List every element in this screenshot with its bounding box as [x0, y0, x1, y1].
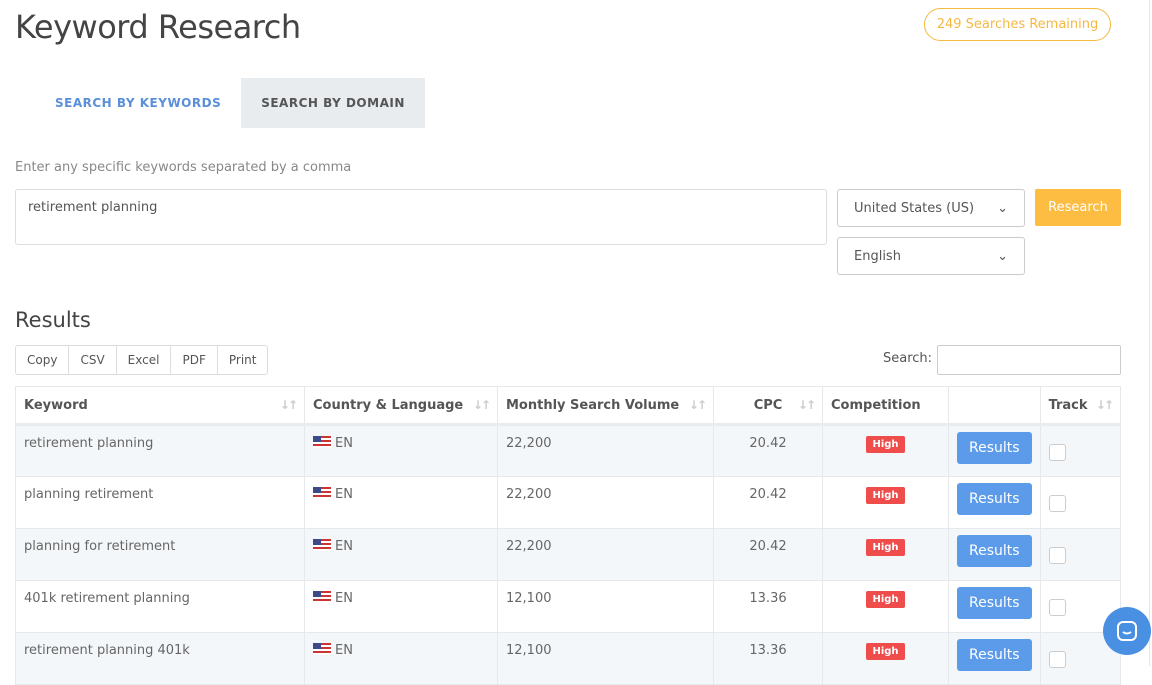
country-language-cell: EN — [304, 580, 498, 633]
results-button[interactable]: Results — [957, 639, 1032, 671]
cpc-cell: 20.42 — [713, 528, 823, 581]
competition-cell: High — [822, 528, 949, 581]
competition-badge: High — [866, 591, 905, 608]
chevron-down-icon: ⌄ — [997, 200, 1008, 216]
competition-cell: High — [822, 632, 949, 685]
competition-badge: High — [866, 436, 905, 453]
copy-button[interactable]: Copy — [16, 346, 70, 374]
col-cpc[interactable]: CPC ↓↑ — [713, 386, 823, 426]
track-cell — [1039, 476, 1122, 529]
action-cell: Results — [948, 476, 1041, 529]
table-row: retirement planning 401k EN 12,100 13.36… — [15, 632, 1122, 685]
language-select[interactable]: English ⌄ — [837, 237, 1025, 275]
cpc-cell: 13.36 — [713, 632, 823, 685]
country-language-cell: EN — [304, 476, 498, 529]
country-language-cell: EN — [304, 632, 498, 685]
track-checkbox[interactable] — [1048, 495, 1066, 512]
language-value: English — [854, 248, 901, 264]
country-value: United States (US) — [854, 200, 975, 216]
keyword-cell: retirement planning 401k — [15, 632, 305, 685]
tab-search-by-domain[interactable]: SEARCH BY DOMAIN — [241, 78, 425, 128]
volume-cell: 22,200 — [497, 424, 714, 477]
track-cell — [1039, 424, 1122, 477]
keyword-cell: retirement planning — [15, 424, 305, 477]
action-cell: Results — [948, 528, 1041, 581]
table-row: planning for retirement EN 22,200 20.42 … — [15, 528, 1122, 581]
col-keyword[interactable]: Keyword ↓↑ — [15, 386, 305, 426]
volume-cell: 22,200 — [497, 476, 714, 529]
keyword-cell: planning for retirement — [15, 528, 305, 581]
print-button[interactable]: Print — [228, 353, 257, 367]
sort-icon: ↓↑ — [1095, 398, 1114, 412]
us-flag-icon — [313, 539, 331, 551]
competition-cell: High — [822, 424, 949, 477]
sort-icon: ↓↑ — [279, 398, 298, 412]
search-input[interactable] — [937, 345, 1121, 375]
pdf-button[interactable]: PDF — [171, 346, 218, 374]
searches-remaining-badge: 249 Searches Remaining — [924, 8, 1111, 41]
sort-icon: ↓↑ — [797, 398, 816, 412]
us-flag-icon — [313, 643, 331, 655]
chat-launcher-button[interactable] — [1103, 607, 1151, 655]
col-track[interactable]: Track ↓↑ — [1039, 386, 1122, 426]
export-buttons: Copy CSV Excel PDF Print — [15, 345, 269, 375]
competition-cell: High — [822, 580, 949, 633]
search-tabs: SEARCH BY KEYWORDS SEARCH BY DOMAIN — [35, 78, 425, 128]
country-language-cell: EN — [304, 528, 498, 581]
results-button[interactable]: Results — [957, 535, 1032, 567]
volume-cell: 22,200 — [497, 528, 714, 581]
volume-cell: 12,100 — [497, 580, 714, 633]
table-row: planning retirement EN 22,200 20.42 High… — [15, 476, 1122, 529]
tab-search-by-keywords[interactable]: SEARCH BY KEYWORDS — [55, 96, 222, 110]
action-cell: Results — [948, 424, 1041, 477]
competition-badge: High — [866, 487, 905, 504]
sort-icon: ↓↑ — [688, 398, 707, 412]
col-monthly-volume[interactable]: Monthly Search Volume ↓↑ — [497, 386, 714, 426]
country-select[interactable]: United States (US) ⌄ — [837, 189, 1025, 227]
keyword-cell: 401k retirement planning — [15, 580, 305, 633]
volume-cell: 12,100 — [497, 632, 714, 685]
results-button[interactable]: Results — [957, 432, 1032, 464]
results-button[interactable]: Results — [957, 587, 1032, 619]
competition-badge: High — [866, 643, 905, 660]
keyword-cell: planning retirement — [15, 476, 305, 529]
excel-button[interactable]: Excel — [117, 346, 172, 374]
us-flag-icon — [313, 436, 331, 448]
competition-badge: High — [866, 539, 905, 556]
track-checkbox[interactable] — [1048, 547, 1066, 564]
action-cell: Results — [948, 632, 1041, 685]
cpc-cell: 13.36 — [713, 580, 823, 633]
scrollbar-edge — [1149, 0, 1150, 666]
table-row: 401k retirement planning EN 12,100 13.36… — [15, 580, 1122, 633]
research-button[interactable]: Research — [1035, 189, 1121, 226]
col-country-language[interactable]: Country & Language ↓↑ — [304, 386, 498, 426]
cpc-cell: 20.42 — [713, 424, 823, 477]
col-action — [948, 386, 1041, 426]
track-checkbox[interactable] — [1048, 599, 1066, 616]
chat-icon — [1117, 621, 1137, 641]
table-row: retirement planning EN 22,200 20.42 High… — [15, 424, 1122, 477]
results-table: Keyword ↓↑ Country & Language ↓↑ Monthly S… — [15, 386, 1122, 685]
keywords-input[interactable]: retirement planning — [15, 189, 827, 245]
us-flag-icon — [313, 487, 331, 499]
track-cell — [1039, 528, 1122, 581]
sort-icon: ↓↑ — [472, 398, 491, 412]
results-heading: Results — [15, 308, 91, 332]
track-checkbox[interactable] — [1048, 651, 1066, 668]
page-title: Keyword Research — [15, 8, 301, 46]
keywords-hint: Enter any specific keywords separated by… — [15, 160, 352, 175]
track-checkbox[interactable] — [1048, 444, 1066, 461]
competition-cell: High — [822, 476, 949, 529]
csv-button[interactable]: CSV — [69, 346, 117, 374]
search-label: Search: — [883, 351, 933, 366]
country-language-cell: EN — [304, 424, 498, 477]
us-flag-icon — [313, 591, 331, 603]
col-competition: Competition — [822, 386, 949, 426]
chevron-down-icon: ⌄ — [997, 248, 1008, 264]
cpc-cell: 20.42 — [713, 476, 823, 529]
results-button[interactable]: Results — [957, 483, 1032, 515]
action-cell: Results — [948, 580, 1041, 633]
